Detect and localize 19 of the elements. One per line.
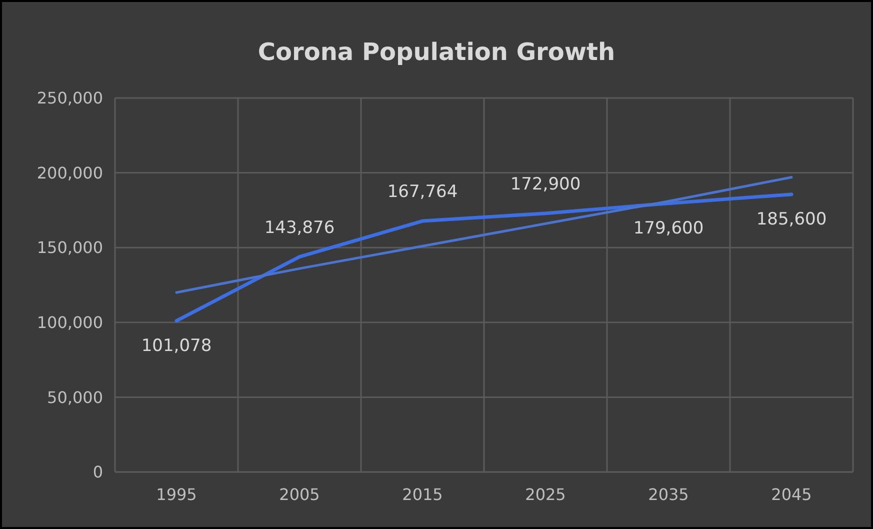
x-tick-label: 1995: [156, 485, 197, 504]
y-tick-label: 50,000: [47, 388, 103, 407]
data-label: 101,078: [141, 336, 212, 356]
y-tick-label: 150,000: [36, 238, 103, 258]
data-label: 172,900: [510, 174, 581, 194]
y-tick-label: 0: [92, 462, 103, 482]
x-tick-label: 2005: [279, 485, 320, 504]
data-label: 185,600: [756, 209, 827, 230]
y-tick-label: 250,000: [36, 88, 103, 108]
x-tick-label: 2045: [771, 485, 812, 504]
data-label: 167,764: [387, 182, 458, 202]
chart-title: Corona Population Growth: [258, 38, 616, 66]
data-label: 179,600: [633, 218, 704, 238]
x-tick-label: 2015: [402, 485, 443, 504]
y-tick-label: 100,000: [36, 313, 103, 332]
x-tick-label: 2025: [525, 485, 566, 504]
x-tick-label: 2035: [648, 485, 689, 504]
data-label: 143,876: [264, 218, 335, 238]
y-tick-label: 200,000: [36, 163, 103, 182]
